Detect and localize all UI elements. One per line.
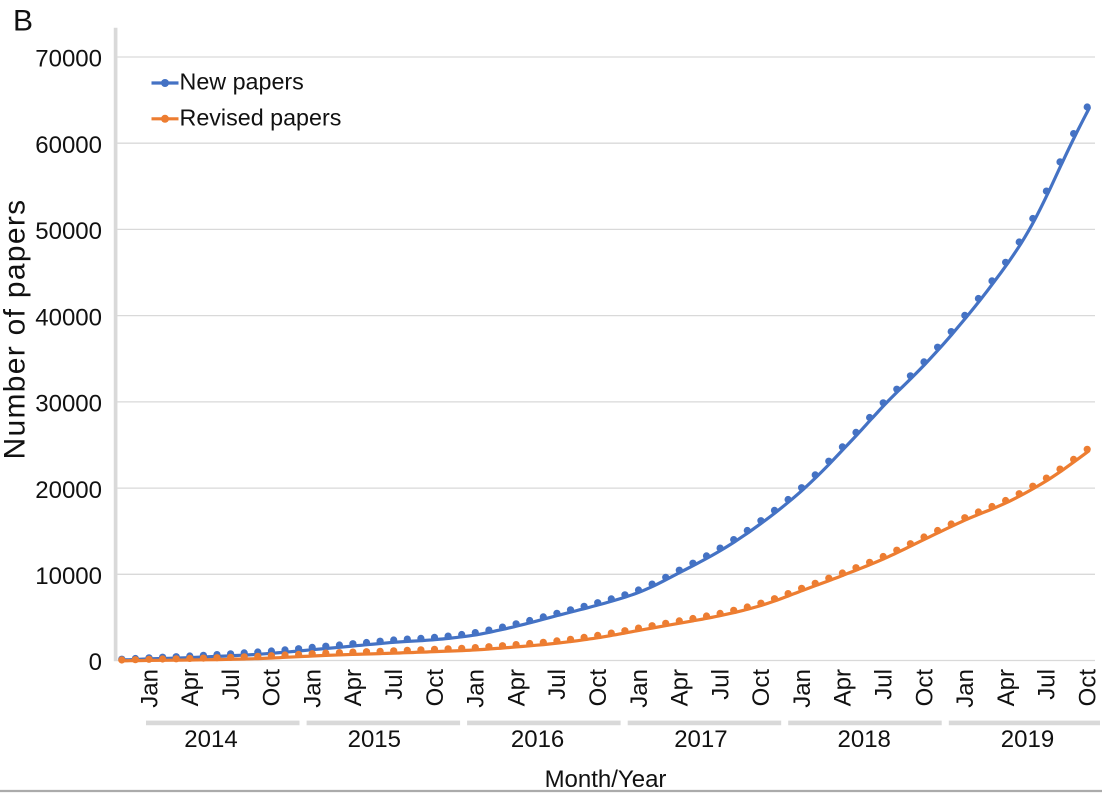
svg-text:Jan: Jan (952, 669, 979, 708)
svg-text:10000: 10000 (35, 563, 102, 590)
svg-text:2018: 2018 (838, 726, 891, 753)
svg-text:Jul: Jul (1034, 669, 1061, 700)
svg-text:40000: 40000 (35, 304, 102, 331)
svg-text:Apr: Apr (340, 669, 367, 706)
svg-text:Oct: Oct (911, 669, 938, 707)
svg-text:Jan: Jan (136, 669, 163, 708)
svg-text:2017: 2017 (674, 726, 727, 753)
svg-text:2016: 2016 (511, 726, 564, 753)
svg-text:Jul: Jul (544, 669, 571, 700)
svg-text:Apr: Apr (177, 669, 204, 706)
svg-text:Oct: Oct (585, 669, 612, 707)
svg-text:70000: 70000 (35, 46, 102, 73)
svg-text:B: B (13, 5, 33, 38)
svg-text:Jul: Jul (871, 669, 898, 700)
svg-text:50000: 50000 (35, 218, 102, 245)
svg-text:2019: 2019 (1001, 726, 1054, 753)
svg-text:Apr: Apr (503, 669, 530, 706)
svg-text:20000: 20000 (35, 477, 102, 504)
svg-text:Month/Year: Month/Year (545, 766, 667, 793)
svg-text:Jul: Jul (707, 669, 734, 700)
svg-text:Oct: Oct (748, 669, 775, 707)
svg-text:Apr: Apr (830, 669, 857, 706)
svg-text:30000: 30000 (35, 391, 102, 418)
svg-text:Jan: Jan (789, 669, 816, 708)
svg-text:Jan: Jan (300, 669, 327, 708)
svg-text:2015: 2015 (348, 726, 401, 753)
svg-text:Oct: Oct (259, 669, 286, 707)
svg-text:60000: 60000 (35, 132, 102, 159)
svg-text:Jan: Jan (463, 669, 490, 708)
svg-text:Apr: Apr (993, 669, 1020, 706)
svg-text:2014: 2014 (184, 726, 237, 753)
svg-text:Oct: Oct (1075, 669, 1102, 707)
svg-text:Revised papers: Revised papers (180, 104, 342, 130)
svg-text:Apr: Apr (667, 669, 694, 706)
svg-text:Jul: Jul (381, 669, 408, 700)
svg-text:Jul: Jul (218, 669, 245, 700)
svg-text:Jan: Jan (626, 669, 653, 708)
svg-text:New papers: New papers (180, 69, 304, 95)
svg-text:Oct: Oct (422, 669, 449, 707)
svg-text:0: 0 (89, 649, 102, 676)
svg-text:Number of papers: Number of papers (0, 199, 32, 460)
